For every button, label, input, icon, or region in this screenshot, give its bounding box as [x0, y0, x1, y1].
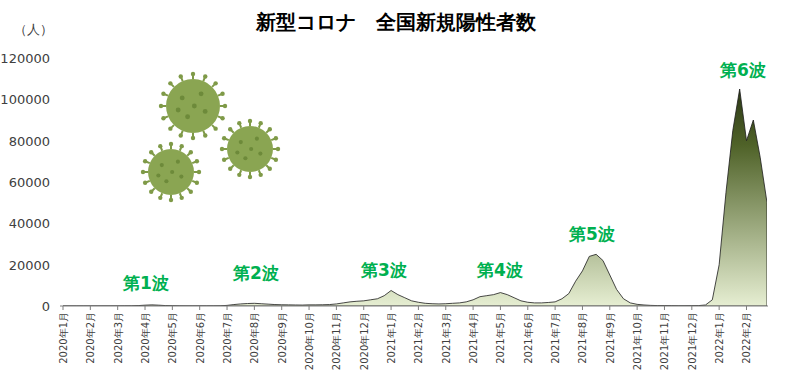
x-tick	[445, 306, 446, 310]
y-tick-label: 100000	[0, 92, 50, 107]
x-tick-label: 2020年8月	[249, 312, 260, 364]
virus-icon	[159, 72, 227, 140]
x-tick-label: 2022年1月	[714, 312, 725, 364]
x-tick	[473, 306, 474, 310]
x-tick	[527, 306, 528, 310]
y-tick-label: 60000	[9, 175, 50, 190]
x-tick	[281, 306, 282, 310]
x-tick	[172, 306, 173, 310]
annotation: 第2波	[232, 263, 279, 283]
x-axis	[60, 306, 768, 307]
x-tick	[609, 306, 610, 310]
x-tick	[254, 306, 255, 310]
x-tick-label: 2021年3月	[441, 312, 452, 364]
x-tick	[117, 306, 118, 310]
y-tick-label: 120000	[0, 51, 50, 66]
x-tick	[664, 306, 665, 310]
x-tick-label: 2020年1月	[58, 312, 69, 364]
x-tick	[691, 306, 692, 310]
x-tick	[418, 306, 419, 310]
x-tick-label: 2021年6月	[523, 312, 534, 364]
x-tick	[500, 306, 501, 310]
x-tick-label: 2021年7月	[550, 312, 561, 364]
title: 新型コロナ 全国新規陽性者数	[255, 10, 537, 34]
area	[63, 89, 767, 306]
plot-area	[63, 89, 767, 306]
x-tick	[637, 306, 638, 310]
y-tick-label: 0	[42, 299, 50, 314]
x-tick-label: 2021年1月	[386, 312, 397, 364]
y-axis-label: （人）	[14, 22, 53, 37]
x-tick	[336, 306, 337, 310]
x-tick-label: 2022年2月	[741, 312, 752, 364]
x-tick-label: 2021年12月	[687, 312, 698, 370]
virus-icon	[220, 119, 280, 179]
chart: 新型コロナ 全国新規陽性者数 （人） 0 20000 40000 60000 80000 10…	[0, 0, 792, 382]
annotation: 第4波	[476, 260, 523, 280]
y-tick-label: 40000	[9, 216, 50, 231]
x-tick-label: 2020年7月	[222, 312, 233, 364]
x-tick	[145, 306, 146, 310]
x-tick-label: 2020年5月	[167, 312, 178, 364]
x-tick-label: 2020年12月	[359, 312, 370, 370]
x-tick	[582, 306, 583, 310]
x-tick-label: 2020年9月	[277, 312, 288, 364]
annotation: 第5波	[568, 224, 615, 244]
x-tick	[719, 306, 720, 310]
x-tick	[199, 306, 200, 310]
x-tick	[391, 306, 392, 310]
y-tick-label: 80000	[9, 134, 50, 149]
x-tick	[746, 306, 747, 310]
x-tick-label: 2021年5月	[495, 312, 506, 364]
annotation: 第3波	[360, 260, 407, 280]
x-tick	[363, 306, 364, 310]
x-tick-label: 2021年4月	[468, 312, 479, 364]
x-tick	[90, 306, 91, 310]
x-tick-label: 2021年11月	[659, 312, 670, 370]
x-tick-label: 2020年2月	[85, 312, 96, 364]
x-tick-label: 2021年8月	[577, 312, 588, 364]
annotation: 第6波	[719, 60, 766, 80]
x-tick	[227, 306, 228, 310]
y-tick-label: 20000	[9, 258, 50, 273]
x-tick	[63, 306, 64, 310]
x-tick-label: 2021年9月	[605, 312, 616, 364]
x-tick-label: 2020年6月	[195, 312, 206, 364]
x-tick-label: 2020年3月	[113, 312, 124, 364]
x-tick-label: 2021年2月	[413, 312, 424, 364]
virus-icon	[141, 142, 201, 202]
annotation: 第1波	[122, 273, 169, 293]
x-tick-label: 2020年10月	[304, 312, 315, 370]
x-tick-label: 2020年11月	[331, 312, 342, 370]
x-tick	[309, 306, 310, 310]
x-tick-label: 2021年10月	[632, 312, 643, 370]
x-tick	[555, 306, 556, 310]
x-tick-label: 2020年4月	[140, 312, 151, 364]
